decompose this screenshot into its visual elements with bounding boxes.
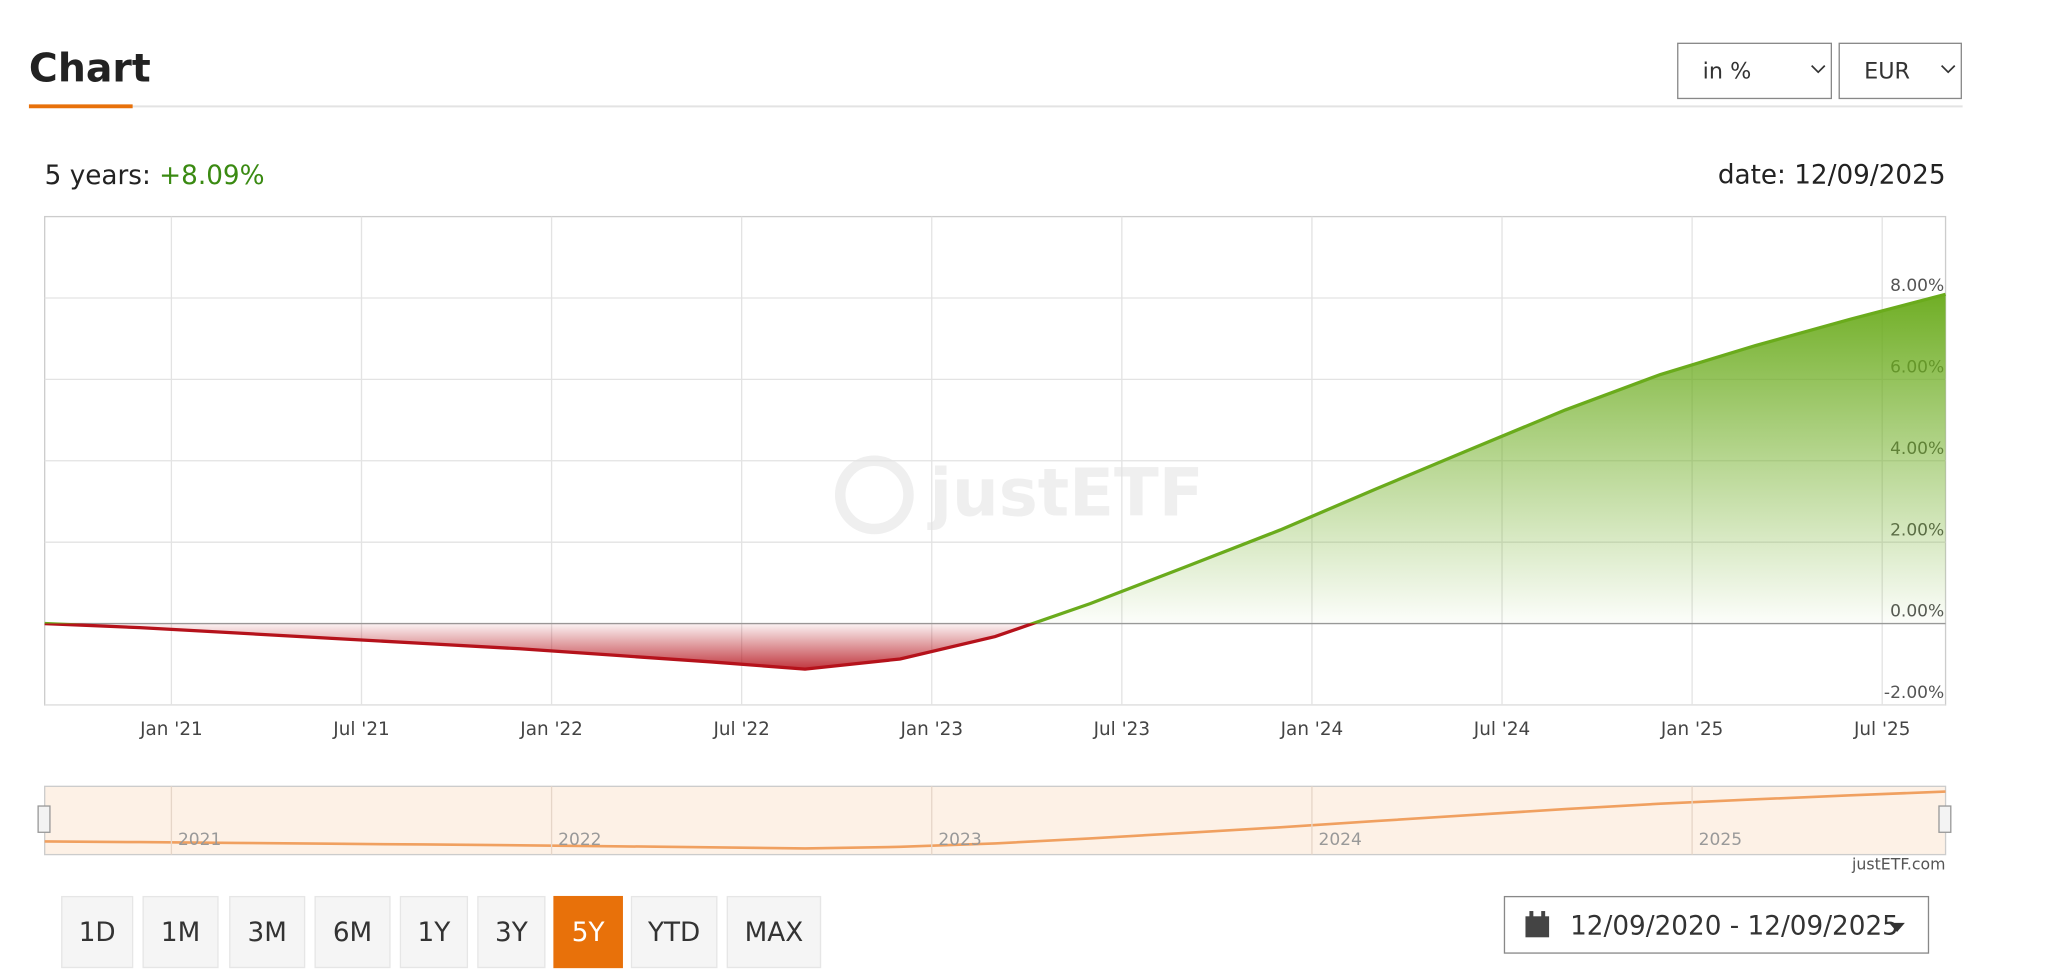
range-button[interactable] [477,895,546,969]
navigator-label: 2024 [1318,830,1361,850]
navigator-label: 2021 [178,830,221,850]
area [44,294,1946,670]
x-tick-label: Jan '21 [139,719,203,740]
range-button-label: YTD [647,918,700,948]
range-button-label: 5Y [572,918,606,948]
x-tick-label: Jan '22 [519,719,583,740]
period-label: 5 years: [45,160,151,190]
navigator-label: 2025 [1699,830,1742,850]
performance: +8.09% [159,160,264,190]
x-tick-label: Jan '24 [1280,719,1344,740]
watermark: justETF [926,456,1203,532]
x-tick-label: Jul '24 [1473,719,1530,740]
as-of-date: date: 12/09/2025 [1718,160,1946,190]
navigator-handle[interactable] [37,805,51,833]
navigator-line [44,790,1946,850]
caret [1889,922,1905,933]
chevron [1811,65,1826,74]
range-button[interactable] [229,895,306,969]
x-tick-label: Jul '23 [1093,719,1150,740]
range-button[interactable] [142,895,219,969]
x-tick-label: Jan '25 [1660,719,1724,740]
unit-select[interactable] [1677,42,1832,100]
range-button-label: 1D [79,918,116,948]
y-tick-label: 8.00% [1890,276,1944,296]
date-range-picker[interactable] [1503,895,1930,954]
x-tick-label: Jul '25 [1853,719,1910,740]
x-tick-label: Jan '23 [899,719,963,740]
x-tick-label: Jul '21 [332,719,389,740]
navigator-label: 2023 [938,830,981,850]
section-title: Chart [29,45,151,91]
x-tick-label: Jul '22 [712,719,769,740]
date-range-label: 12/09/2020 - 12/09/2025 [1570,911,1899,941]
range-button[interactable] [61,895,134,969]
range-button-label: 3Y [495,918,529,948]
range-button-label: 6M [333,918,372,948]
range-button[interactable] [726,895,822,969]
y-tick-label: -2.00% [1884,683,1944,703]
range-button-label: 1M [161,918,200,948]
calendar-icon [1525,911,1550,938]
range-button[interactable] [314,895,391,969]
range-button-label: MAX [745,918,804,948]
credit: justETF.com [1851,855,1946,874]
range-button[interactable] [630,895,718,969]
currency-select-label: EUR [1864,59,1910,85]
range-button[interactable] [553,895,623,969]
navigator-handle[interactable] [1938,805,1952,833]
range-button-label: 3M [248,918,287,948]
chevron [1941,65,1956,74]
range-button[interactable] [399,895,469,969]
currency-select[interactable] [1838,42,1962,100]
summary: 5 years: +8.09% [45,160,265,190]
range-button-label: 1Y [418,918,452,948]
unit-select-label: in % [1703,59,1752,85]
navigator-label: 2022 [558,830,601,850]
line [44,292,1946,671]
